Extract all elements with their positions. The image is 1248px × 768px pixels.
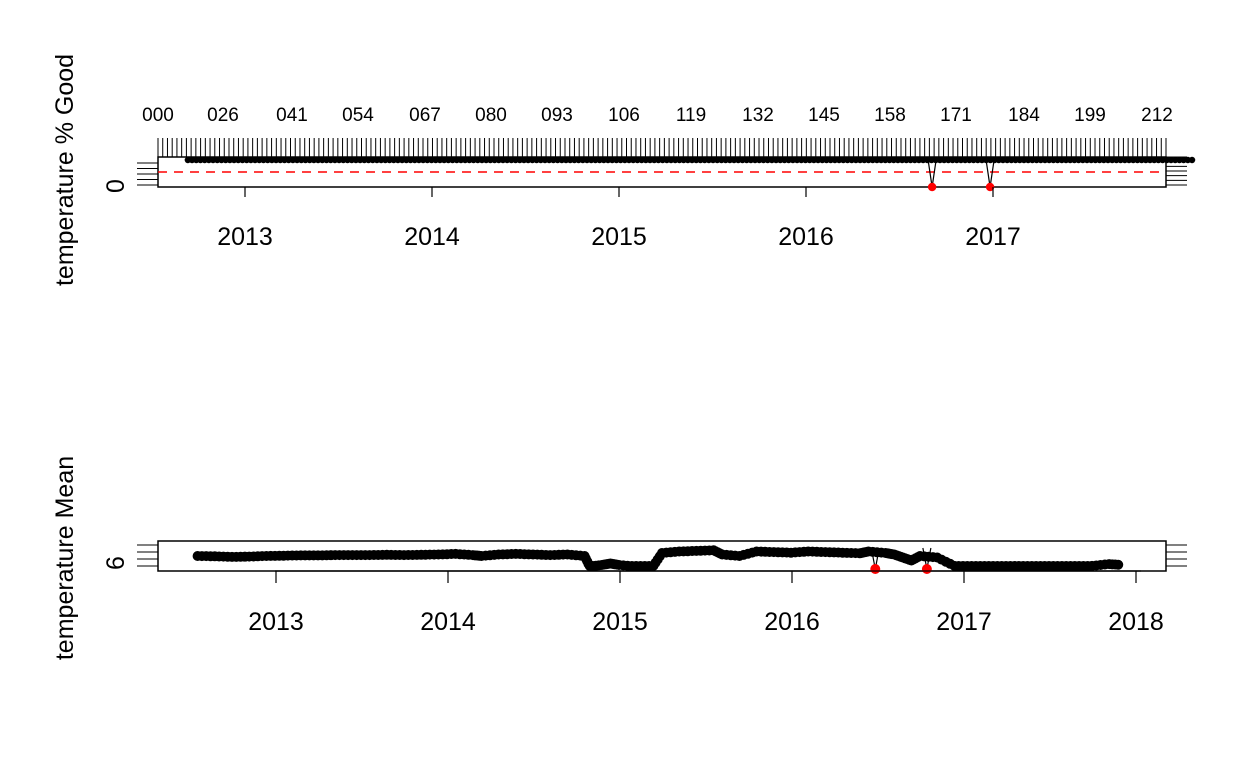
top-tick-label: 067 — [409, 105, 441, 126]
top-tick-label: 212 — [1141, 105, 1173, 126]
top-panel-top-ticks: 000 026 041 054 067 080 093 106 119 132 145 158 171 1… — [142, 105, 1173, 157]
top-panel-left-ticks — [137, 162, 158, 186]
top-tick-label: 054 — [342, 105, 374, 126]
top-tick-label: 093 — [541, 105, 573, 126]
bottom-panel-points — [192, 545, 1124, 571]
x-tick-label: 2014 — [404, 223, 460, 251]
flagged-point — [870, 564, 881, 574]
top-panel-y-axis: 0 — [102, 179, 130, 193]
top-tick-label: 199 — [1074, 105, 1106, 126]
top-tick-label: 119 — [676, 105, 706, 126]
top-panel-points — [184, 156, 1196, 164]
top-tick-label: 000 — [142, 105, 174, 126]
top-tick-label: 171 — [940, 105, 972, 126]
top-tick-label: 184 — [1008, 105, 1040, 126]
bottom-panel-ylabel: temperature Mean — [51, 456, 79, 660]
top-tick-label: 026 — [207, 105, 239, 126]
top-tick-label: 041 — [276, 105, 308, 126]
bottom-panel: temperature Mean 6 2013 2014 2015 2016 2017 2… — [51, 456, 1187, 660]
flagged-point — [927, 182, 937, 192]
x-tick-label: 2013 — [248, 608, 304, 636]
x-tick-label: 2018 — [1108, 608, 1164, 636]
top-tick-label: 132 — [742, 105, 774, 126]
bottom-panel-left-ticks — [137, 544, 158, 567]
top-tick-label: 145 — [808, 105, 840, 126]
x-tick-label: 2014 — [420, 608, 476, 636]
top-panel: temperature % Good 000 026 041 054 067 080 093… — [51, 54, 1196, 286]
top-panel-flagged-points — [927, 159, 995, 192]
bottom-panel-y-axis: 6 — [102, 556, 130, 570]
x-tick-label: 2015 — [591, 223, 647, 251]
data-point — [1113, 559, 1124, 570]
x-tick-label: 2013 — [217, 223, 273, 251]
bottom-panel-right-ticks — [1166, 544, 1187, 567]
top-panel-ylabel: temperature % Good — [51, 54, 79, 286]
flagged-point — [985, 182, 995, 192]
x-tick-label: 2017 — [965, 223, 1021, 251]
top-panel-x-axis: 2013 2014 2015 2016 2017 — [217, 187, 1021, 251]
top-tick-label: 106 — [608, 105, 640, 126]
x-tick-label: 2016 — [764, 608, 820, 636]
x-tick-label: 2017 — [936, 608, 992, 636]
bottom-panel-y-tick-label: 6 — [102, 556, 130, 570]
top-tick-label: 080 — [475, 105, 507, 126]
data-point — [1188, 156, 1196, 164]
x-tick-label: 2015 — [592, 608, 648, 636]
top-panel-y-tick-label: 0 — [102, 179, 130, 193]
flagged-point — [921, 564, 932, 574]
top-panel-right-ticks — [1166, 156, 1187, 186]
top-tick-label: 158 — [874, 105, 906, 126]
x-tick-label: 2016 — [778, 223, 834, 251]
bottom-panel-x-axis: 2013 2014 2015 2016 2017 2018 — [248, 570, 1164, 636]
